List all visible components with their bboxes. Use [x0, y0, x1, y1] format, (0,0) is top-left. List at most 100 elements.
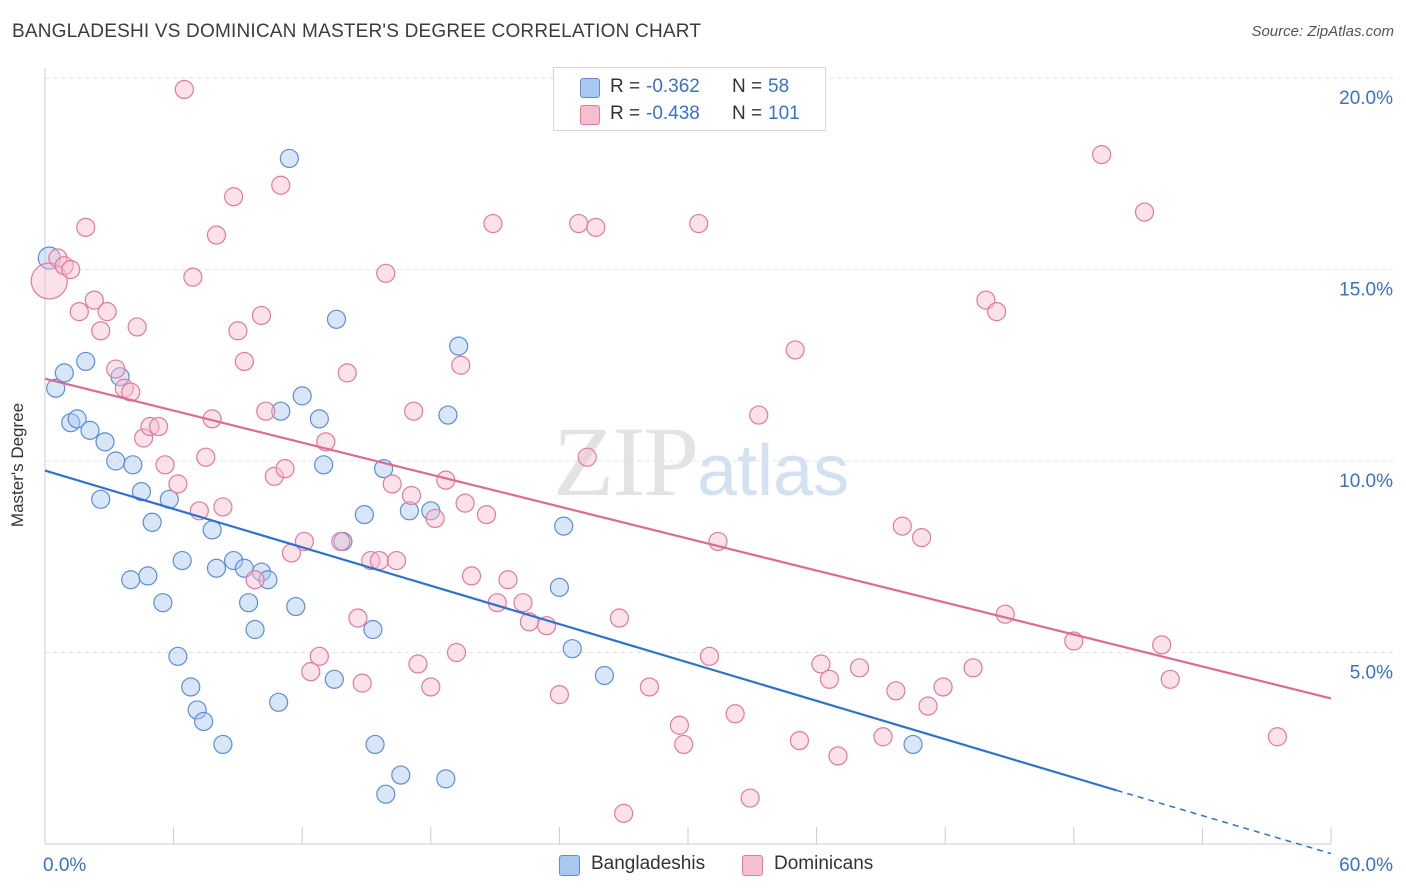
bangladeshi-point [292, 386, 312, 406]
dominican-point [1152, 635, 1172, 655]
bangladeshi-point [224, 550, 244, 571]
bangladeshi-point [326, 309, 347, 329]
legend-swatch-dominicans [742, 855, 763, 876]
dominican-point [828, 746, 848, 766]
dominican-point [337, 363, 357, 383]
r-label: R = [610, 76, 641, 97]
dominican-point [183, 267, 203, 287]
dominican-point [264, 466, 284, 486]
dominican-trend-line [44, 377, 1332, 700]
trend-lines [44, 377, 1332, 855]
dominican-point [609, 608, 630, 628]
dominican-point [699, 646, 720, 666]
dominican-point [148, 416, 169, 437]
dominican-point [84, 290, 104, 310]
bangladeshi-point [67, 409, 87, 429]
x-tick-label: 60.0% [1339, 855, 1393, 876]
bangladeshi-point [187, 700, 207, 720]
dominican-point [348, 608, 368, 628]
bangladeshi-point [91, 489, 111, 509]
bangladeshi-point [399, 501, 419, 521]
dominican-point [301, 662, 321, 682]
dominican-point [476, 505, 497, 525]
r-value: -0.362 [646, 76, 700, 97]
dominican-point [933, 677, 953, 697]
dominican-point [206, 225, 227, 245]
dominican-point [918, 696, 938, 716]
dominican-point [352, 673, 372, 693]
bangladeshi-point [142, 512, 162, 532]
dominican-point [213, 497, 233, 517]
dominican-point [61, 259, 81, 280]
dominican-point [256, 401, 276, 421]
dominican-point [819, 669, 840, 689]
legend-label: Dominicans [774, 853, 874, 874]
stats-swatch-bangladeshi [580, 78, 600, 98]
dominican-point [886, 681, 906, 701]
stats-row-bangladeshi: R = -0.362 N = 58 [554, 74, 825, 101]
dominican-point [451, 355, 471, 375]
legend-swatch-bangladeshis [559, 855, 580, 876]
watermark-atlas: atlas [697, 431, 850, 511]
dominican-point [513, 593, 533, 613]
dominican-point [331, 531, 351, 552]
bangladeshi-point [206, 558, 227, 578]
bangladeshi-point [354, 505, 374, 525]
y-tick-label: 10.0% [1339, 471, 1393, 492]
watermark: ZIPatlas [553, 406, 850, 517]
dominican-point [811, 654, 831, 674]
dominican-point [251, 305, 272, 326]
y-tick-label: 5.0% [1350, 663, 1393, 684]
bangladeshi-point [138, 566, 158, 586]
dominican-point [785, 340, 805, 360]
dominican-point [155, 455, 175, 475]
dominican-point [133, 428, 154, 448]
dominican-point [174, 79, 194, 100]
dominican-point [586, 217, 606, 237]
bangladeshi-point [80, 420, 100, 440]
dominican-point [483, 213, 503, 234]
dominican-point [569, 213, 589, 234]
dominican-point [912, 527, 932, 548]
dominican-point [76, 217, 96, 237]
dominican-point [674, 734, 694, 755]
bangladeshi-point [365, 734, 385, 755]
bangladeshi-point [213, 734, 233, 755]
chart-title: BANGLADESHI VS DOMINICAN MASTER'S DEGREE… [12, 21, 702, 42]
dominican-point [425, 508, 445, 529]
dominican-point [446, 642, 467, 663]
dominican-point [614, 803, 634, 823]
bangladeshi-point [309, 409, 329, 429]
bangladeshi-point [131, 482, 152, 502]
bangladeshi-point [903, 734, 923, 755]
bangladeshi-point [594, 665, 615, 686]
dominican-point [749, 405, 769, 425]
legend-label: Bangladeshis [591, 853, 706, 874]
dominican-point [386, 550, 407, 571]
dominican-point [127, 317, 147, 337]
dominican-point [1092, 145, 1112, 165]
dominican-point [669, 715, 690, 735]
bangladeshi-point [251, 562, 272, 582]
n-value: 101 [768, 103, 800, 124]
tick-labels: 5.0% 10.0% 15.0% 20.0% 0.0% 60.0% [43, 88, 1393, 876]
bangladeshi-point [123, 455, 143, 475]
dominican-point [401, 485, 422, 506]
dominican-point [196, 447, 216, 467]
bangladeshi-point [46, 378, 66, 398]
stats-box: R = -0.362 N = 58 R = -0.438 N = 101 [553, 67, 826, 131]
dominican-point [873, 727, 893, 747]
y-tick-label: 15.0% [1339, 280, 1393, 301]
bangladeshi-trend-extension [1116, 789, 1332, 855]
source-label: Source: ZipAtlas.com [1251, 23, 1394, 40]
bangladeshi-point [239, 593, 259, 613]
dominican-point [69, 302, 89, 322]
dominican-point [1160, 669, 1180, 689]
bangladeshi-point [181, 677, 201, 697]
dominican-point [455, 493, 475, 513]
dominican-point [849, 658, 870, 678]
bangladeshi-point [194, 711, 214, 732]
bangladeshi-point [549, 577, 570, 597]
bangladeshi-point [172, 550, 192, 571]
